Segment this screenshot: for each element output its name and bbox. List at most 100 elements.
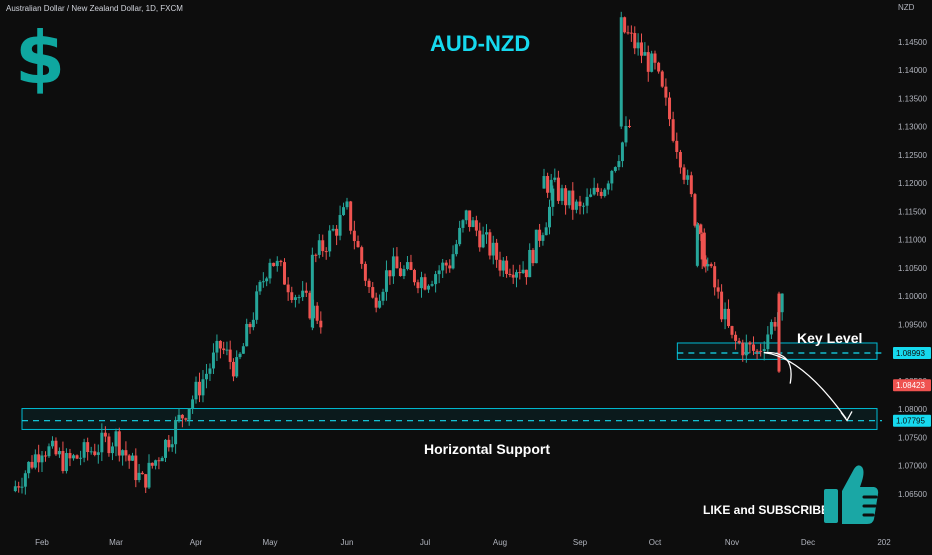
candle-body <box>549 179 553 193</box>
candle-body <box>505 260 509 274</box>
candle-body <box>147 462 151 488</box>
zone-box <box>676 342 878 360</box>
candle-body <box>495 242 499 260</box>
candle-body <box>620 142 624 162</box>
candle-body <box>780 293 784 313</box>
candle-body <box>488 232 492 256</box>
x-tick-label: Oct <box>649 538 662 547</box>
candle-body <box>668 97 672 120</box>
candle-body <box>241 346 245 354</box>
candle-body <box>471 220 475 227</box>
svg-text:1.08993: 1.08993 <box>896 349 925 358</box>
candle-body <box>33 454 37 468</box>
candle-body <box>275 260 279 267</box>
candle-body <box>538 229 542 241</box>
candle-body <box>215 340 219 353</box>
candle-body <box>755 350 759 352</box>
candle-body <box>646 52 650 72</box>
candle-body <box>395 256 399 269</box>
candle-body <box>208 368 212 374</box>
candle-body <box>398 268 402 277</box>
candle-body <box>518 272 522 274</box>
candle-body <box>238 353 242 358</box>
candle-body <box>402 269 406 277</box>
pair-title: AUD-NZD <box>430 31 531 56</box>
candle-body <box>578 201 582 207</box>
candle-body <box>170 444 174 448</box>
candle-body <box>79 457 83 459</box>
candle-body <box>531 249 535 264</box>
candle-body <box>617 161 621 168</box>
candle-body <box>762 349 766 352</box>
candle-body <box>524 269 528 278</box>
candle-body <box>61 451 65 472</box>
candle-body <box>448 265 452 269</box>
candle-body <box>468 210 472 227</box>
candle-body <box>623 17 627 33</box>
y-tick-label: 1.10500 <box>898 264 927 273</box>
candle-body <box>599 191 603 197</box>
candle-body <box>571 190 575 210</box>
candle-body <box>321 240 325 252</box>
candle-body <box>82 442 86 458</box>
candle-body <box>713 266 717 288</box>
symbol-title: Australian Dollar / New Zealand Dollar, … <box>6 4 183 13</box>
candle-body <box>381 291 385 301</box>
candle-body <box>629 32 633 34</box>
candle-body <box>613 167 617 171</box>
svg-text:1.08423: 1.08423 <box>896 381 925 390</box>
candle-body <box>328 230 332 252</box>
y-tick-label: 1.11500 <box>898 207 927 216</box>
price-label-key: 1.08993 <box>893 346 931 359</box>
y-tick-label: 1.07500 <box>898 433 927 442</box>
candle-body <box>727 308 731 327</box>
candle-body <box>481 234 485 248</box>
x-tick-label: Mar <box>109 538 123 547</box>
candle-body <box>560 188 564 201</box>
candle-body <box>248 323 252 328</box>
candle-body <box>585 196 589 206</box>
candle-body <box>695 224 699 266</box>
candle-body <box>331 228 335 231</box>
candle-body <box>664 86 668 98</box>
candle-body <box>177 414 181 420</box>
candle-body <box>720 291 724 320</box>
candle-body <box>603 189 607 197</box>
candle-body <box>419 277 423 289</box>
candle-body <box>197 381 201 396</box>
candle-body <box>204 373 208 380</box>
candle-body <box>338 215 342 236</box>
candle-body <box>437 270 441 275</box>
candle-body <box>699 224 703 233</box>
candle-body <box>100 432 104 453</box>
candle-body <box>451 254 455 269</box>
candle-body <box>43 455 47 457</box>
candle-body <box>653 53 657 63</box>
candle-body <box>150 462 154 466</box>
candle-body <box>228 349 232 362</box>
candle-body <box>737 340 741 343</box>
candle-body <box>551 188 555 207</box>
candle-body <box>201 379 205 396</box>
candle-body <box>261 281 265 283</box>
candle-body <box>349 201 353 231</box>
candle-body <box>93 451 97 455</box>
candle-body <box>374 297 378 308</box>
candle-body <box>716 287 720 292</box>
candle-body <box>610 170 614 184</box>
candle-body <box>308 292 312 319</box>
candle-body <box>54 440 58 455</box>
candle-body <box>356 241 360 248</box>
candle-body <box>478 230 482 248</box>
candle-body <box>544 227 548 236</box>
candle-body <box>231 361 235 377</box>
candle-body <box>777 293 781 372</box>
candle-body <box>286 284 290 293</box>
candle-body <box>574 201 578 210</box>
candle-body <box>218 340 222 349</box>
candle-body <box>660 71 664 87</box>
candle-body <box>730 326 734 335</box>
candle-body <box>164 439 167 458</box>
y-tick-label: 1.12000 <box>898 179 927 188</box>
